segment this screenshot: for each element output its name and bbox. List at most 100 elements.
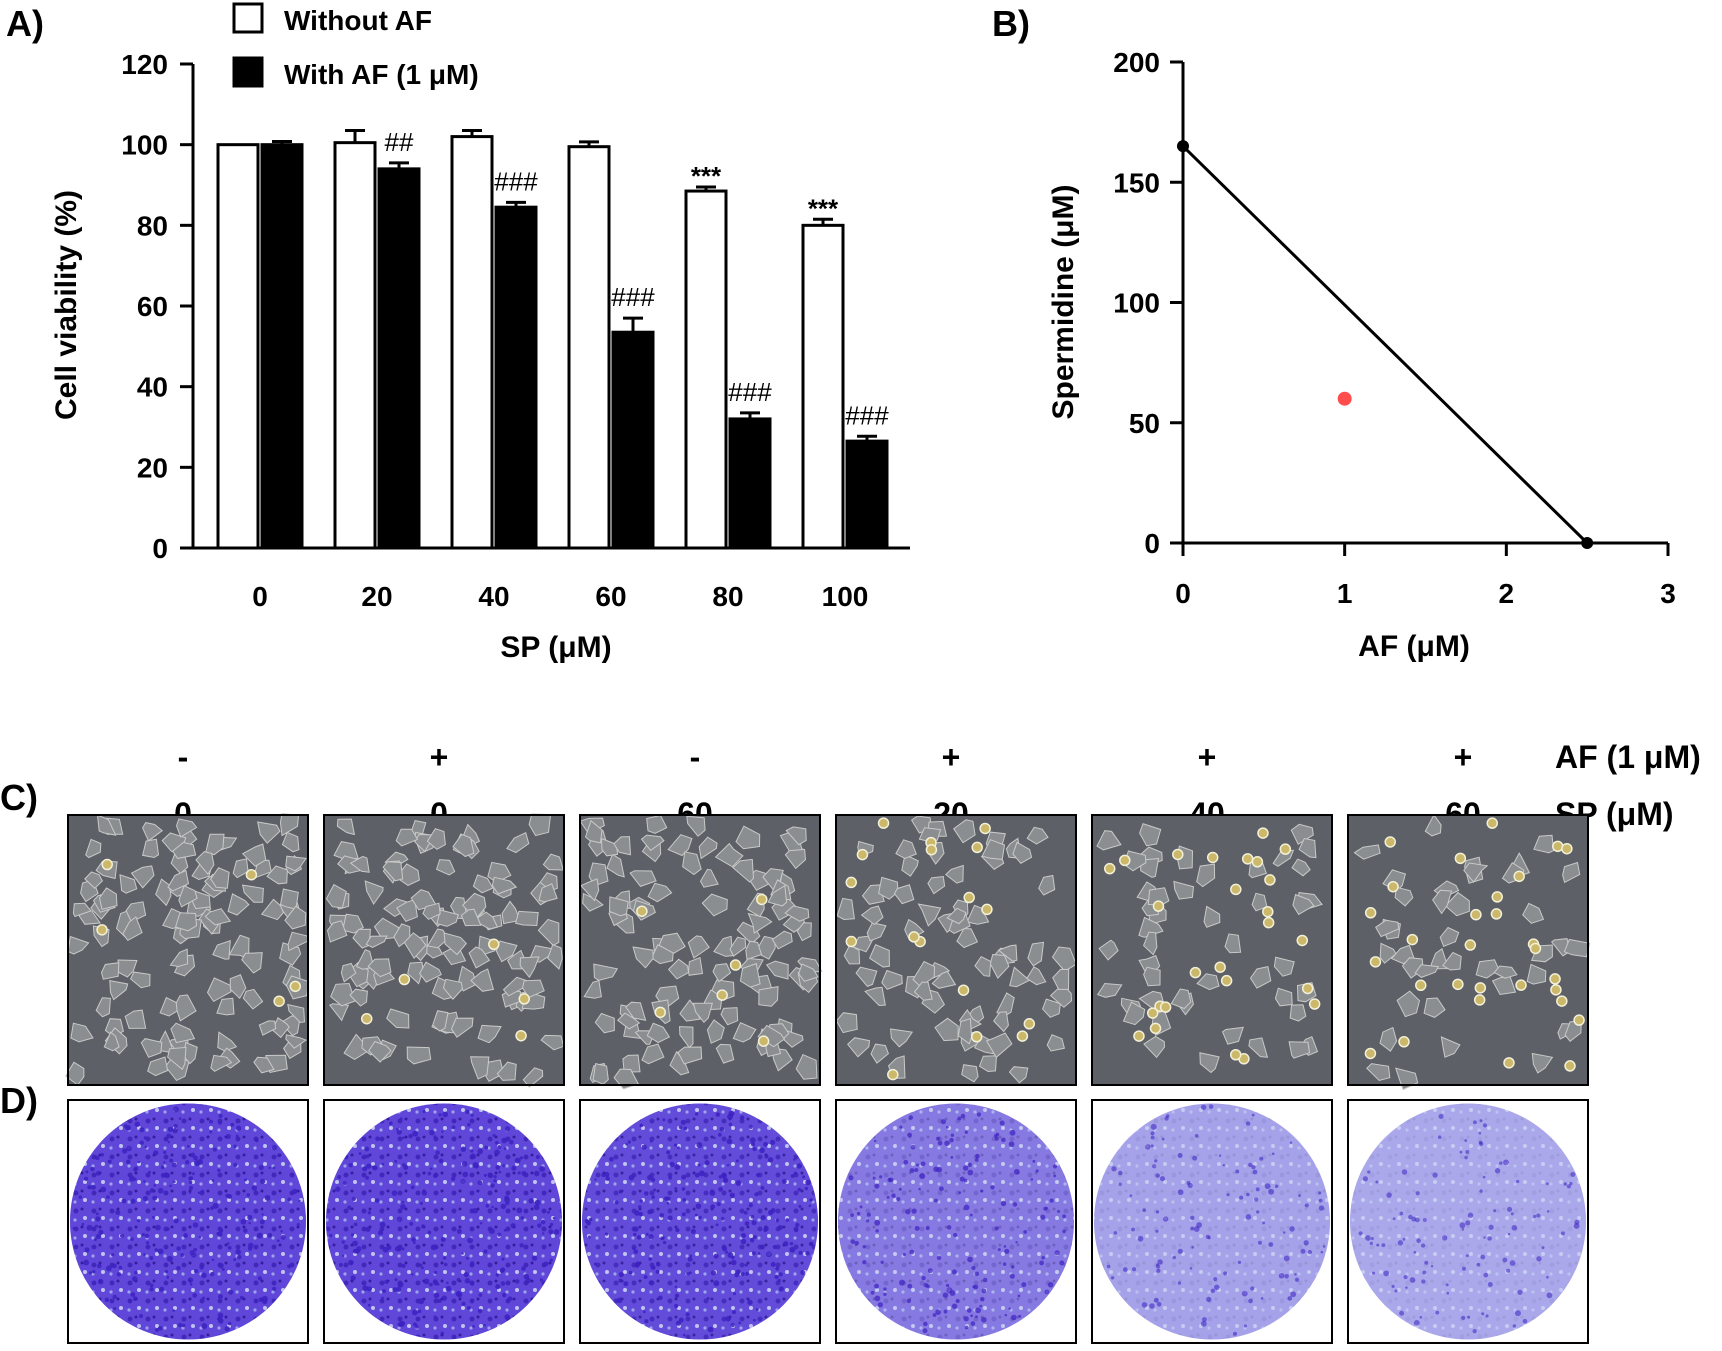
- cell: [953, 819, 976, 844]
- stain-colony: [433, 1292, 440, 1299]
- cell: [365, 935, 388, 949]
- stain-colony: [189, 1250, 195, 1256]
- stain-colony: [142, 1195, 149, 1202]
- stain-colony: [677, 1146, 680, 1150]
- stain-colony: [789, 1246, 796, 1253]
- significance-label: ###: [611, 282, 655, 312]
- stain-colony: [730, 1322, 735, 1328]
- stain-colony: [908, 1115, 914, 1120]
- stain-colony: [412, 1130, 419, 1137]
- stain-colony: [217, 1168, 221, 1173]
- stain-colony: [119, 1233, 125, 1238]
- cell: [458, 965, 478, 992]
- stain-colony: [1052, 1164, 1058, 1169]
- stain-colony: [720, 1216, 725, 1221]
- stain-colony: [1251, 1113, 1255, 1117]
- stain-colony: [189, 1185, 194, 1190]
- cell: [129, 971, 151, 989]
- stain-colony: [911, 1208, 917, 1214]
- cell: [868, 944, 890, 968]
- stain-colony: [210, 1206, 214, 1211]
- af-sign: +: [1198, 739, 1217, 775]
- stain-colony: [358, 1152, 362, 1156]
- detached-cell: [1529, 942, 1542, 955]
- cell: [84, 871, 104, 889]
- cell: [594, 1012, 615, 1034]
- cell: [241, 952, 263, 974]
- stain-colony: [716, 1202, 721, 1207]
- stain-colony: [163, 1150, 167, 1155]
- detached-cell: [908, 931, 920, 943]
- well-stain: [838, 1103, 1074, 1340]
- cell: [686, 815, 706, 837]
- stain-colony: [552, 1216, 556, 1220]
- stain-colony: [1546, 1292, 1553, 1299]
- stain-colony: [662, 1118, 666, 1122]
- cell: [468, 946, 491, 969]
- cell: [745, 940, 763, 961]
- stain-colony: [1243, 1324, 1247, 1328]
- well-stain: [582, 1103, 818, 1340]
- detached-cell: [1230, 883, 1242, 896]
- cell: [386, 1008, 410, 1029]
- cell: [836, 897, 855, 921]
- cell: [771, 930, 793, 950]
- stain-colony: [470, 1153, 476, 1160]
- stain-colony: [1282, 1231, 1286, 1234]
- stain-colony: [1536, 1213, 1541, 1218]
- stain-colony: [757, 1252, 761, 1255]
- y-tick-label: 100: [1113, 288, 1160, 319]
- panel-label-c: C): [0, 777, 38, 818]
- cell: [616, 1012, 641, 1030]
- stain-colony: [441, 1130, 444, 1133]
- stain-colony: [808, 1204, 812, 1208]
- stain-colony: [593, 1262, 597, 1266]
- stain-colony: [456, 1292, 463, 1298]
- stain-colony: [744, 1263, 748, 1267]
- detached-cell: [957, 984, 970, 996]
- stain-colony: [442, 1111, 449, 1118]
- stain-colony: [1307, 1249, 1313, 1255]
- stain-colony: [926, 1284, 930, 1289]
- stain-colony: [618, 1189, 623, 1194]
- stain-colony: [967, 1169, 974, 1176]
- stain-colony: [477, 1308, 483, 1314]
- stain-colony: [1365, 1235, 1371, 1241]
- stain-colony: [401, 1247, 405, 1251]
- stain-colony: [95, 1170, 101, 1176]
- bar-without-af: [450, 135, 494, 550]
- stain-colony: [1260, 1297, 1264, 1300]
- stain-colony: [411, 1273, 414, 1276]
- stain-colony: [194, 1269, 199, 1274]
- stain-colony: [740, 1238, 747, 1245]
- stain-colony: [399, 1117, 403, 1120]
- cell: [124, 1009, 147, 1029]
- cell: [945, 864, 964, 884]
- cell: [349, 988, 368, 1007]
- stain-colony: [440, 1237, 446, 1243]
- stain-colony: [1420, 1243, 1426, 1248]
- stain-colony: [750, 1214, 755, 1219]
- detached-cell: [887, 1068, 899, 1081]
- x-axis-title: SP (μM): [500, 631, 611, 664]
- cell: [1379, 1026, 1398, 1052]
- cell: [443, 932, 467, 956]
- stain-colony: [157, 1325, 163, 1331]
- stain-colony: [963, 1204, 970, 1211]
- stain-colony: [1155, 1173, 1160, 1178]
- stain-colony: [735, 1269, 741, 1275]
- stain-colony: [116, 1272, 122, 1277]
- stain-colony: [946, 1287, 953, 1294]
- detached-cell: [1513, 870, 1525, 883]
- cell: [1248, 1037, 1269, 1058]
- stain-colony: [1479, 1119, 1483, 1123]
- stain-colony: [1383, 1270, 1390, 1277]
- stain-colony: [1268, 1188, 1275, 1195]
- stain-colony: [1298, 1194, 1301, 1198]
- stain-colony: [401, 1264, 406, 1268]
- cell: [895, 839, 917, 860]
- stain-colony: [744, 1221, 750, 1226]
- stain-colony: [287, 1197, 291, 1202]
- stain-colony: [914, 1168, 919, 1173]
- cell: [1563, 938, 1591, 958]
